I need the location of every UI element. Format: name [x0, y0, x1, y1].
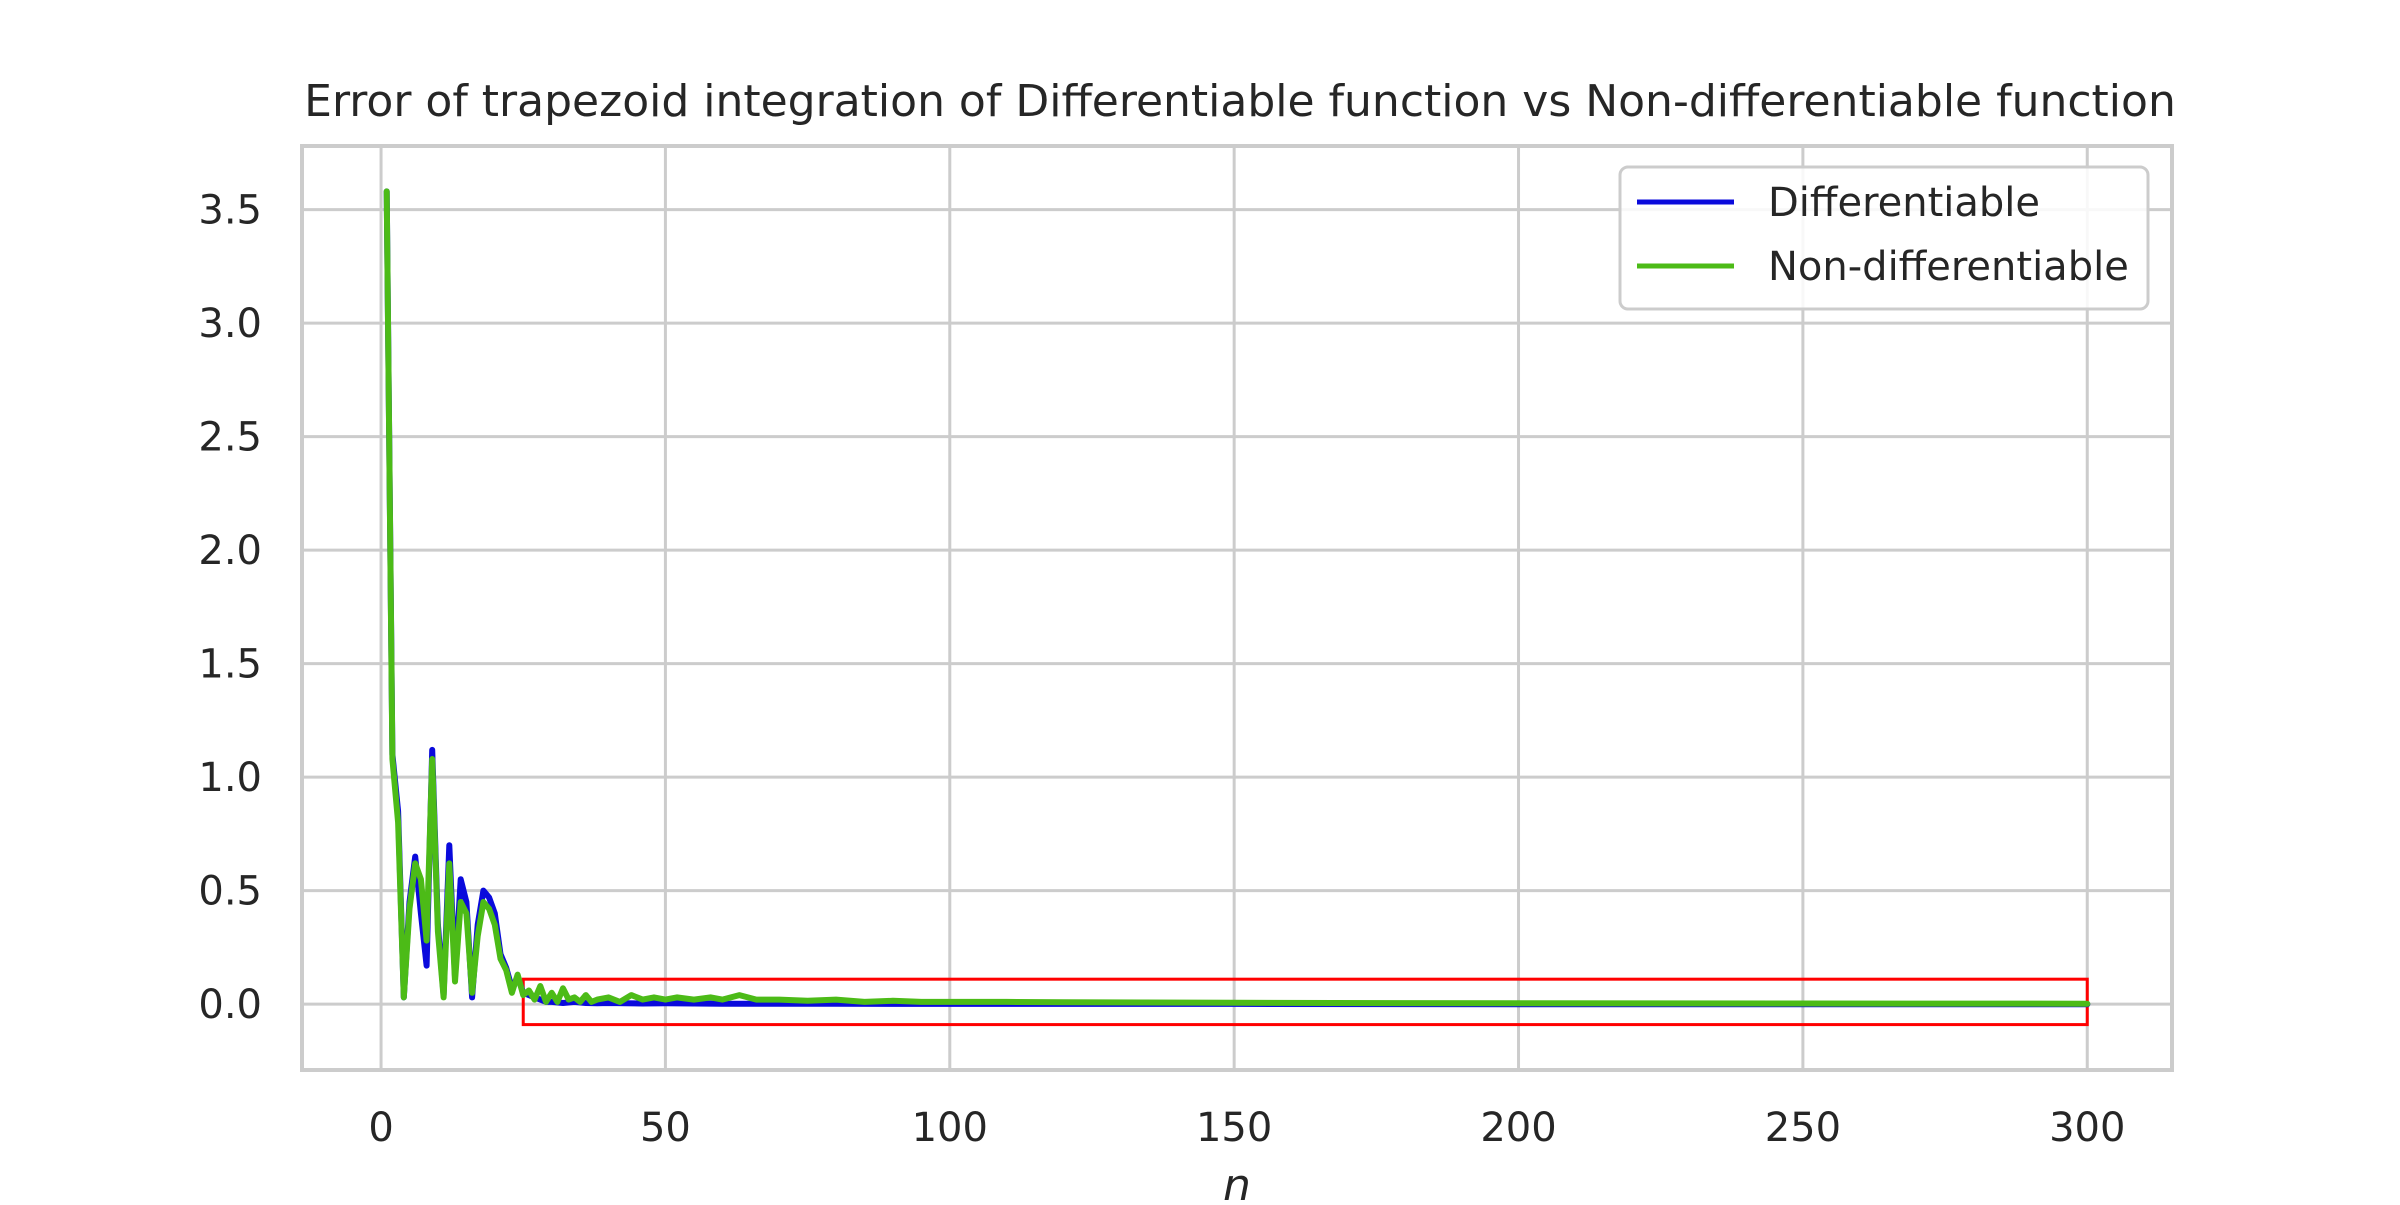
x-tick-labels: 0 50 100 150 200 250 300: [368, 1105, 2125, 1151]
x-tick-label: 250: [1765, 1105, 1841, 1151]
legend-frame: [1618, 165, 2150, 311]
series-lines: [383, 188, 2091, 1008]
x-tick-label: 100: [912, 1105, 988, 1151]
y-tick-label: 1.5: [198, 642, 262, 688]
legend: Differentiable Non-differentiable: [1618, 165, 2150, 311]
y-tick-label: 2.5: [198, 415, 262, 461]
x-tick-label: 300: [2049, 1105, 2125, 1151]
x-tick-label: 0: [368, 1105, 393, 1151]
x-tick-label: 200: [1480, 1105, 1556, 1151]
y-tick-label: 0.5: [198, 869, 262, 915]
y-tick-label: 0.0: [198, 982, 262, 1028]
y-tick-labels: 0.0 0.5 1.0 1.5 2.0 2.5 3.0 3.5: [198, 188, 262, 1029]
y-tick-label: 3.5: [198, 188, 262, 234]
chart-title: Error of trapezoid integration of Differ…: [304, 76, 2176, 127]
x-axis-label: n: [1223, 1160, 1251, 1200]
x-tick-label: 150: [1196, 1105, 1272, 1151]
y-tick-label: 3.0: [198, 301, 262, 347]
x-tick-label: 50: [640, 1105, 691, 1151]
legend-label-differentiable: Differentiable: [1768, 180, 2040, 226]
plot-frame: [300, 144, 2174, 1072]
series-line-non-differentiable: [383, 188, 2091, 1007]
y-tick-label: 1.0: [198, 755, 262, 801]
y-tick-label: 2.0: [198, 528, 262, 574]
legend-label-non-differentiable: Non-differentiable: [1768, 244, 2129, 290]
